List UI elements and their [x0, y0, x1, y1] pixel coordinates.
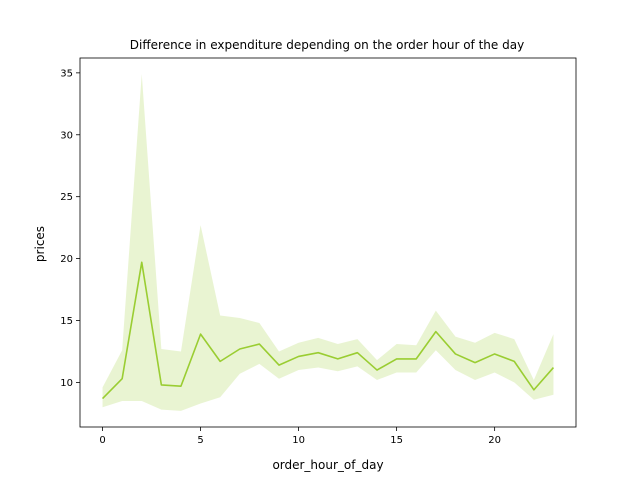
data-point — [101, 397, 105, 401]
x-tick-label: 10 — [292, 435, 305, 446]
x-tick-label: 5 — [197, 435, 203, 446]
data-point — [159, 383, 163, 387]
y-tick-label: 35 — [60, 68, 73, 79]
data-point — [140, 260, 144, 264]
data-point — [218, 359, 222, 363]
data-point — [414, 357, 418, 361]
data-point — [375, 368, 379, 372]
y-tick-label: 20 — [60, 254, 73, 265]
x-axis-label: order_hour_of_day — [272, 458, 383, 472]
data-point — [512, 359, 516, 363]
chart-title: Difference in expenditure depending on t… — [130, 38, 524, 52]
data-point — [257, 342, 261, 346]
axes-frame — [79, 57, 577, 428]
data-point — [238, 347, 242, 351]
data-point — [532, 388, 536, 392]
data-point — [355, 351, 359, 355]
data-point — [199, 332, 203, 336]
data-point — [120, 377, 124, 381]
data-point — [453, 352, 457, 356]
y-tick-label: 30 — [60, 130, 73, 141]
data-point — [551, 366, 555, 370]
data-point — [179, 384, 183, 388]
y-tick-label: 15 — [60, 316, 73, 327]
confidence-band — [102, 74, 554, 411]
data-point — [316, 351, 320, 355]
y-axis-label: prices — [33, 226, 47, 262]
data-point — [395, 357, 399, 361]
y-tick-label: 10 — [60, 378, 73, 389]
series-line — [101, 261, 555, 400]
data-point — [277, 363, 281, 367]
y-tick-label: 25 — [60, 192, 73, 203]
x-tick-label: 15 — [390, 435, 403, 446]
x-tick-label: 0 — [99, 435, 105, 446]
data-point — [493, 352, 497, 356]
data-point — [473, 361, 477, 365]
x-tick-label: 20 — [488, 435, 501, 446]
data-point — [434, 330, 438, 334]
data-point — [336, 357, 340, 361]
data-point — [297, 354, 301, 358]
